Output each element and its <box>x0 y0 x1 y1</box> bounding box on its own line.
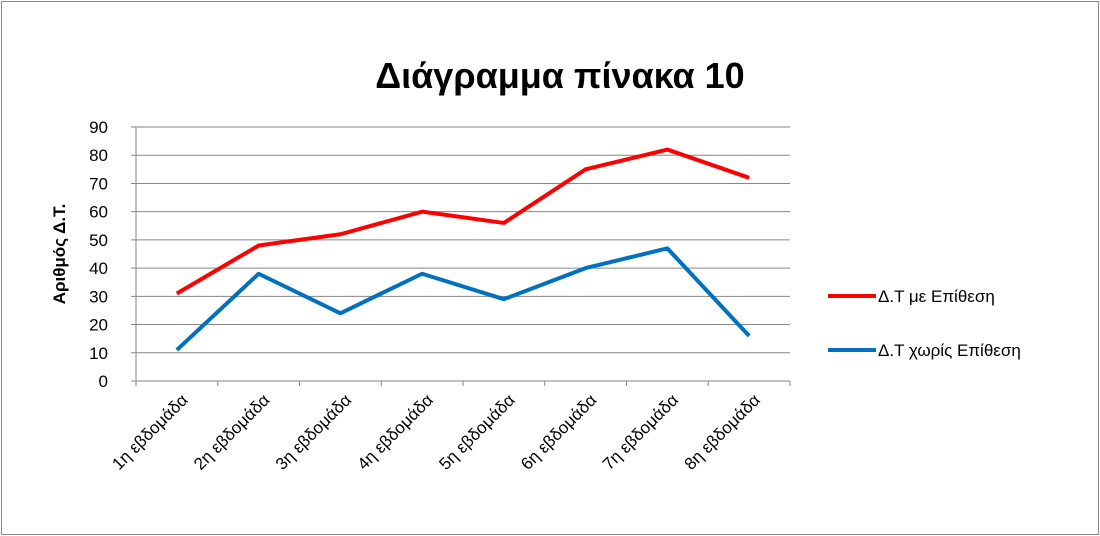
y-tick-label: 70 <box>89 174 108 193</box>
chart-title: Διάγραμμα πίνακα 10 <box>375 55 744 96</box>
y-tick-label: 60 <box>89 203 108 222</box>
series-line <box>175 246 751 352</box>
y-tick-label: 30 <box>89 287 108 306</box>
legend-label: Δ.Τ χωρίς Επίθεση <box>878 341 1021 360</box>
y-axis-label: Αριθμός Δ.Τ. <box>50 204 69 305</box>
y-tick-label: 50 <box>89 231 108 250</box>
legend-label: Δ.Τ με Επίθεση <box>878 287 995 306</box>
y-tick-label: 40 <box>89 259 108 278</box>
y-tick-label: 90 <box>89 118 108 137</box>
y-tick-label: 20 <box>89 316 108 335</box>
y-tick-label: 80 <box>89 146 108 165</box>
y-tick-label: 0 <box>99 372 108 391</box>
series-line <box>175 147 750 296</box>
y-tick-label: 10 <box>89 344 108 363</box>
